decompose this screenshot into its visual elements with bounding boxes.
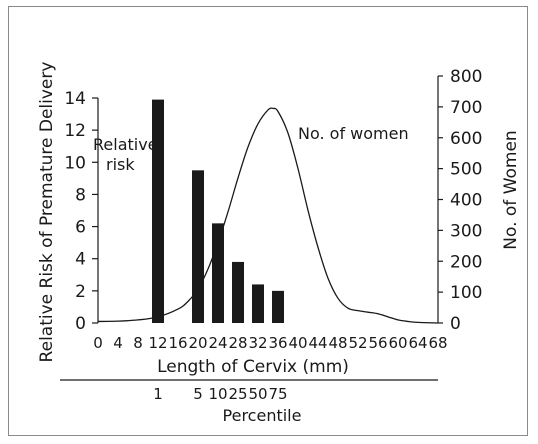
right-y-axis-label: No. of Women: [501, 130, 521, 249]
x-tick-label: 12: [148, 334, 167, 352]
x-tick-label: 64: [408, 334, 427, 352]
percentile-tick-label: 5: [193, 385, 203, 403]
x-tick-label: 24: [208, 334, 227, 352]
percentile-tick-label: 10: [208, 385, 227, 403]
chart-frame: [8, 6, 528, 436]
left-y-tick-label: 8: [75, 185, 86, 205]
left-y-tick-label: 10: [64, 153, 86, 173]
women-count-curve: [97, 107, 439, 324]
percentile-tick-label: 25: [228, 385, 247, 403]
x-tick-label: 28: [228, 334, 247, 352]
right-y-tick-label: 600: [450, 129, 482, 149]
percentile-tick-label: 50: [248, 385, 267, 403]
percentile-axis-label: Percentile: [223, 406, 302, 425]
x-tick-label: 8: [133, 334, 143, 352]
right-y-tick-label: 300: [450, 221, 482, 241]
x-tick-label: 16: [168, 334, 187, 352]
bar: [212, 223, 224, 323]
x-axis-label: Length of Cervix (mm): [157, 357, 349, 377]
left-y-tick-label: 6: [75, 218, 86, 238]
right-y-tick-label: 700: [450, 98, 482, 118]
x-tick-label: 40: [288, 334, 307, 352]
x-tick-label: 56: [368, 334, 387, 352]
left-y-axis-label: Relative Risk of Premature Delivery: [37, 62, 57, 363]
right-y-tick-label: 400: [450, 191, 482, 211]
bar-series-label-line2: risk: [106, 155, 135, 174]
x-tick-label: 20: [188, 334, 207, 352]
right-y-tick-label: 500: [450, 160, 482, 180]
bars-group: [152, 99, 284, 323]
bar: [272, 290, 284, 323]
right-y-tick-label: 100: [450, 283, 482, 303]
right-y-tick-label: 200: [450, 252, 482, 272]
x-tick-label: 44: [308, 334, 327, 352]
percentile-tick-label: 1: [153, 385, 163, 403]
bar: [192, 170, 204, 323]
left-y-tick-label: 12: [64, 121, 86, 141]
bar-series-label-line1: Relative: [93, 135, 158, 154]
x-tick-label: 60: [388, 334, 407, 352]
bar: [252, 284, 264, 323]
left-y-tick-label: 0: [75, 314, 86, 334]
percentile-tick-label: 75: [268, 385, 287, 403]
curve-group: [97, 107, 439, 324]
bar: [232, 261, 244, 323]
left-y-tick-label: 2: [75, 282, 86, 302]
line-series-label: No. of women: [298, 124, 409, 143]
bar: [152, 99, 164, 323]
x-tick-label: 32: [248, 334, 267, 352]
left-y-tick-label: 4: [75, 250, 86, 270]
x-tick-label: 0: [93, 334, 103, 352]
axes-group: [60, 75, 443, 381]
left-y-tick-label: 14: [64, 89, 86, 109]
x-tick-label: 68: [428, 334, 447, 352]
right-y-tick-label: 0: [450, 314, 461, 334]
x-tick-label: 36: [268, 334, 287, 352]
x-tick-label: 4: [113, 334, 123, 352]
x-tick-label: 48: [328, 334, 347, 352]
x-tick-label: 52: [348, 334, 367, 352]
right-y-tick-label: 800: [450, 67, 482, 87]
